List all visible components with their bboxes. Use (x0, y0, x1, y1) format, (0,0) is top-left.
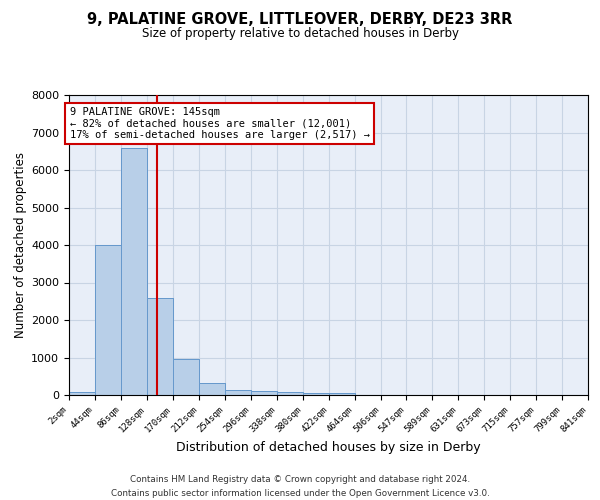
Bar (69, 392, 95, 395)
Bar (121, 148, 147, 395)
Y-axis label: Number of detached properties: Number of detached properties (14, 152, 27, 338)
Bar (303, 393, 329, 395)
Text: 9 PALATINE GROVE: 145sqm
← 82% of detached houses are smaller (12,001)
17% of se: 9 PALATINE GROVE: 145sqm ← 82% of detach… (70, 107, 370, 140)
Bar (329, 393, 355, 395)
Bar (69, 392, 95, 395)
Text: Contains HM Land Registry data © Crown copyright and database right 2024.
Contai: Contains HM Land Registry data © Crown c… (110, 476, 490, 498)
Bar (199, 383, 225, 395)
Text: 9, PALATINE GROVE, LITTLEOVER, DERBY, DE23 3RR: 9, PALATINE GROVE, LITTLEOVER, DERBY, DE… (88, 12, 512, 28)
Bar (121, 148, 147, 395)
Bar (303, 393, 329, 395)
Bar (251, 390, 277, 395)
Bar (95, 245, 121, 395)
Bar (225, 390, 251, 395)
Bar (173, 360, 199, 395)
Bar (95, 245, 121, 395)
Bar (147, 298, 173, 395)
Bar (147, 298, 173, 395)
Bar (225, 390, 251, 395)
Bar (199, 383, 225, 395)
Bar (251, 390, 277, 395)
Bar (277, 392, 303, 395)
Bar (277, 392, 303, 395)
Text: Size of property relative to detached houses in Derby: Size of property relative to detached ho… (142, 28, 458, 40)
Bar (329, 393, 355, 395)
X-axis label: Distribution of detached houses by size in Derby: Distribution of detached houses by size … (176, 441, 481, 454)
Bar (173, 360, 199, 395)
